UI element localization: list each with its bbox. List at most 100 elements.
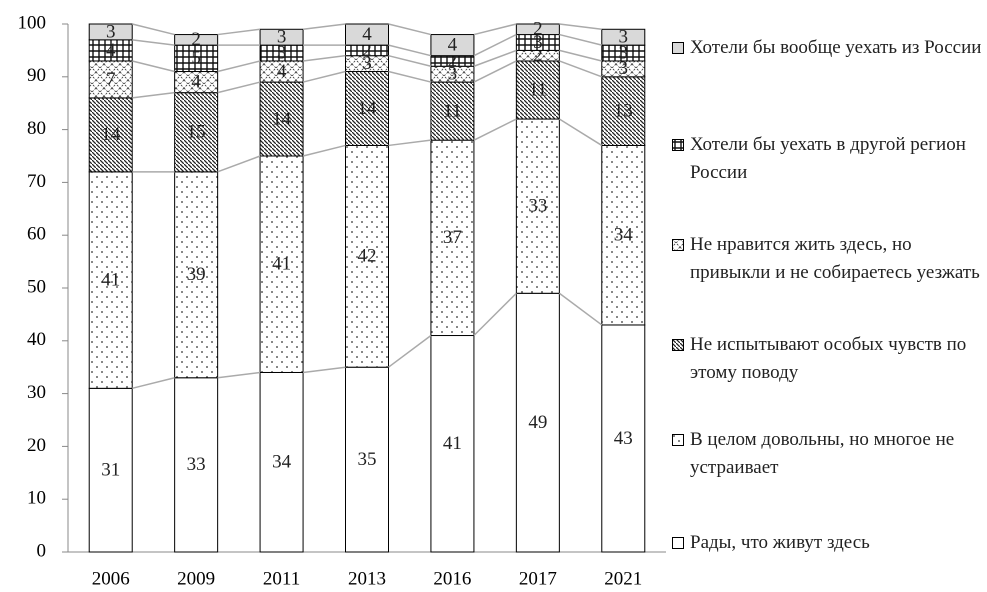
connector-line [302,144,346,157]
x-tick-label: 2013 [348,568,386,589]
connector-line [217,81,261,94]
legend-label: Не испытывают особых чувств по этому пов… [690,334,967,383]
legend-swatch-box [672,434,684,446]
bar-segment [515,60,560,120]
data-label: 2 [191,29,201,50]
connector-line [217,28,261,36]
bar-segment [259,28,304,46]
legend-label: Хотели бы вообще уехать из России [690,37,982,58]
connector-line [302,23,346,31]
data-label: 4 [106,40,116,61]
bar-segment [430,34,475,57]
y-tick-label: 90 [27,65,46,86]
legend-swatch [672,42,684,54]
bar-segment [345,366,389,553]
bar-segment [174,92,219,173]
y-tick-label: 80 [27,118,46,139]
y-tick-label: 70 [27,171,46,192]
connector-line [473,49,517,67]
data-label: 41 [443,433,462,454]
legend-swatch-box [672,239,684,251]
connector-line [558,292,603,326]
legend-swatch-box [672,339,684,351]
x-tick-label: 2009 [177,568,215,589]
bar-segment [88,387,133,553]
bar-segment [259,371,304,553]
data-label: 3 [533,32,543,53]
data-label: 41 [101,269,120,290]
legend-swatch [672,139,684,151]
legend-swatch-box [672,139,684,151]
data-label: 41 [272,254,291,275]
data-label: 14 [272,108,292,129]
connector-line [473,118,517,141]
connector-line [132,91,175,99]
y-tick-label: 100 [18,12,47,33]
legend-entry: Не испытывают особых чувств по этому пов… [672,331,984,387]
data-label: 3 [106,21,116,42]
data-label: 3 [619,42,629,63]
data-label: 37 [443,227,462,248]
data-label: 31 [101,460,120,481]
bar-segment [174,171,219,379]
data-label: 3 [619,58,629,79]
x-tick-label: 2011 [263,568,300,589]
bar-segment [88,171,133,389]
x-tick-label: 2021 [604,568,642,589]
bar-segment [601,324,646,553]
bar-segment [430,139,475,337]
connector-line [473,33,517,57]
data-label: 39 [187,264,206,285]
connector-line [302,70,346,83]
bar-segment [515,23,560,36]
legend-swatch [672,239,684,251]
connector-line [302,366,346,374]
connector-line [473,23,517,36]
legend-swatch [672,537,684,549]
data-label: 2 [448,50,458,71]
connector-line [559,23,602,31]
legend-entry: Рады, что живут здесь [672,529,984,557]
connector-line [388,139,432,147]
data-label: 3 [619,27,629,48]
data-label: 2 [533,45,543,66]
bar-segment [601,144,646,326]
data-label: 14 [101,124,121,145]
legend-swatch-box [672,537,684,549]
legend-label: Рады, что живут здесь [690,532,870,553]
y-tick-label: 0 [37,540,47,561]
data-label: 42 [358,246,377,267]
data-label: 4 [448,34,458,55]
data-label: 34 [272,452,292,473]
data-label: 43 [614,428,633,449]
y-tick-label: 60 [27,224,46,245]
legend-swatch [672,434,684,446]
y-tick-label: 50 [27,276,46,297]
connector-line [132,39,175,46]
data-label: 34 [614,225,634,246]
bar-segment [88,97,133,173]
data-label: 2 [362,40,372,61]
connector-line [559,33,602,46]
data-label: 4 [277,61,287,82]
x-tick-label: 2017 [519,568,557,589]
data-label: 3 [362,53,372,74]
legend-swatch [672,339,684,351]
data-label: 49 [528,412,547,433]
bar-segment [601,76,646,146]
x-tick-label: 2016 [433,568,471,589]
data-label: 3 [277,42,287,63]
bar-segment [430,335,475,553]
data-label: 3 [277,27,287,48]
data-label: 7 [106,69,116,90]
legend-entry: В целом довольны, но многое не устраивае… [672,426,984,482]
bar-segment [515,118,560,294]
y-tick-label: 20 [27,435,46,456]
legend-label: В целом довольны, но многое не устраивае… [690,429,955,478]
legend-entry: Хотели бы уехать в другой регион России [672,131,984,187]
bar-segment [88,60,133,99]
connector-line [388,23,432,36]
connector-line [558,118,603,147]
data-label: 15 [187,122,206,143]
